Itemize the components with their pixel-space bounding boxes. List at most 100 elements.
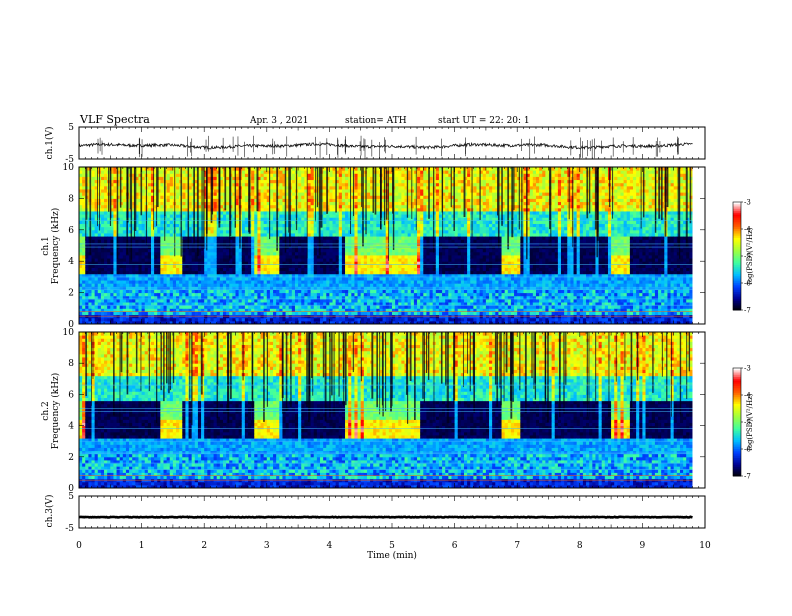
spectrogram-cell xyxy=(239,289,243,293)
spectrogram-cell xyxy=(301,227,305,231)
spectrogram-cell xyxy=(85,277,89,281)
spectrogram-cell xyxy=(251,283,255,287)
spectrogram-cell xyxy=(113,186,117,190)
spectrogram-cell xyxy=(323,289,327,293)
spectrogram-cell xyxy=(295,258,299,262)
spectrogram-cell xyxy=(307,214,311,218)
spectrogram-cell xyxy=(104,198,108,202)
spectrogram-cell xyxy=(329,224,333,228)
spectrogram-cell xyxy=(270,318,274,322)
spectrogram-cell xyxy=(304,289,308,293)
spectrogram-cell xyxy=(182,183,186,187)
spectrogram-cell xyxy=(110,239,114,243)
spectrogram-cell xyxy=(182,208,186,212)
spectrogram-cell xyxy=(123,202,127,206)
spectrogram-cell xyxy=(123,289,127,293)
spectrogram-cell xyxy=(367,233,371,237)
spectrogram-cell xyxy=(160,173,164,177)
spectrogram-cell xyxy=(339,299,343,303)
spectrogram-cell xyxy=(239,318,243,322)
spectrogram-cell xyxy=(289,289,293,293)
spectrogram-cell xyxy=(251,277,255,281)
spectrogram-cell xyxy=(354,214,358,218)
spectrogram-cell xyxy=(160,220,164,224)
spectrogram-cell xyxy=(92,173,96,177)
spectrogram-cell xyxy=(192,280,196,284)
spectrogram-cell xyxy=(257,230,261,234)
spectrogram-cell xyxy=(364,311,368,315)
spectrogram-cell xyxy=(123,189,127,193)
spectrogram-cell xyxy=(361,318,365,322)
spectrogram-cell xyxy=(361,264,365,268)
spectrogram-cell xyxy=(82,271,86,275)
spectrogram-cell xyxy=(217,305,221,309)
spectrogram-cell xyxy=(254,267,258,271)
spectrogram-cell xyxy=(151,299,155,303)
spectrogram-cell xyxy=(339,283,343,287)
spectrogram-cell xyxy=(110,283,114,287)
spectrogram-cell xyxy=(170,252,174,256)
spectrogram-cell xyxy=(176,170,180,174)
spectrogram-cell xyxy=(113,205,117,209)
spectrogram-cell xyxy=(251,305,255,309)
spectrogram-cell xyxy=(85,255,89,259)
spectrogram-cell xyxy=(176,180,180,184)
spectrogram-cell xyxy=(242,224,246,228)
y-tick-label: 5 xyxy=(68,123,74,133)
spectrogram-cell xyxy=(326,236,330,240)
spectrogram-cell xyxy=(261,198,265,202)
spectrogram-cell xyxy=(160,176,164,180)
spectrogram-cell xyxy=(367,299,371,303)
spectrogram-cell xyxy=(279,186,283,190)
spectrogram-cell xyxy=(85,280,89,284)
spectrogram-cell xyxy=(236,264,240,268)
spectrogram-cell xyxy=(185,293,189,297)
spectrogram-cell xyxy=(295,289,299,293)
spectrogram-cell xyxy=(323,271,327,275)
spectrogram-cell xyxy=(107,252,111,256)
spectrogram-cell xyxy=(220,233,224,237)
spectrogram-cell xyxy=(323,293,327,297)
spectrogram-cell xyxy=(236,183,240,187)
spectrogram-cell xyxy=(298,255,302,259)
spectrogram-cell xyxy=(257,271,261,275)
spectrogram-cell xyxy=(345,311,349,315)
spectrogram-cell xyxy=(101,224,105,228)
spectrogram-cell xyxy=(311,180,315,184)
spectrogram-cell xyxy=(264,211,268,215)
spectrogram-cell xyxy=(239,249,243,253)
spectrogram-cell xyxy=(82,214,86,218)
spectrogram-cell xyxy=(295,299,299,303)
spectrogram-cell xyxy=(339,239,343,243)
spectrogram-cell xyxy=(82,176,86,180)
spectrogram-cell xyxy=(292,318,296,322)
spectrogram-cell xyxy=(104,205,108,209)
spectrogram-cell xyxy=(120,230,124,234)
spectrogram-cell xyxy=(232,271,236,275)
spectrogram-cell xyxy=(113,220,117,224)
spectrogram-cell xyxy=(257,289,261,293)
spectrogram-cell xyxy=(142,249,146,253)
spectrogram-cell xyxy=(92,249,96,253)
spectrogram-cell xyxy=(273,189,277,193)
spectrogram-cell xyxy=(329,249,333,253)
spectrogram-cell xyxy=(245,227,249,231)
spectrogram-cell xyxy=(298,277,302,281)
spectrogram-cell xyxy=(95,289,99,293)
spectrogram-cell xyxy=(92,239,96,243)
spectrogram-cell xyxy=(210,280,214,284)
spectrogram-cell xyxy=(223,267,227,271)
spectrogram-cell xyxy=(104,186,108,190)
spectrogram-cell xyxy=(342,305,346,309)
spectrogram-cell xyxy=(279,195,283,199)
spectrogram-cell xyxy=(207,192,211,196)
spectrogram-cell xyxy=(236,224,240,228)
spectrogram-cell xyxy=(113,211,117,215)
spectrogram-cell xyxy=(160,208,164,212)
spectrogram-cell xyxy=(189,205,193,209)
spectrogram-cell xyxy=(298,305,302,309)
spectrogram-cell xyxy=(79,255,83,259)
spectrogram-cell xyxy=(329,208,333,212)
spectrogram-cell xyxy=(160,239,164,243)
spectrogram-cell xyxy=(292,167,296,171)
